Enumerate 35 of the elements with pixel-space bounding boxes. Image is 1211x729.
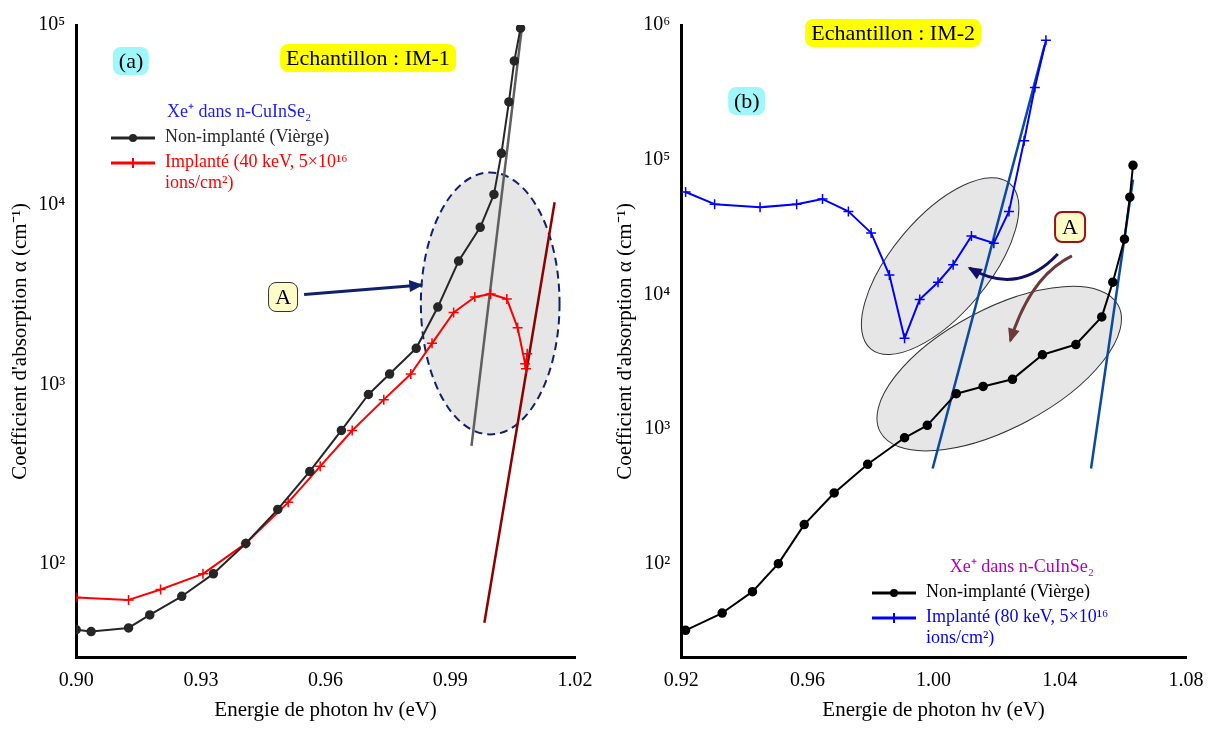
annotation: Echantillon : IM-2	[805, 18, 982, 47]
legend-label: Non-implanté (Vièrge)	[165, 125, 330, 147]
y-tick-label: 10³	[644, 416, 671, 439]
legend-label: Implanté (40 keV, 5×10¹⁶ ions/cm²)	[165, 150, 349, 193]
y-tick-label: 10²	[39, 551, 66, 574]
y-tick-label: 10⁴	[38, 191, 66, 214]
annotation: (a)	[112, 47, 150, 76]
x-axis-title: Energie de photon hν (eV)	[822, 696, 1045, 721]
annotation: Echantillon : IM-1	[280, 43, 456, 72]
legend-title: Xe⁺ dans n-CuInSe₂	[166, 99, 313, 122]
x-tick-label: 1.00	[916, 668, 952, 691]
x-tick-label: 1.04	[1042, 668, 1078, 691]
y-tick-label: 10²	[644, 550, 671, 573]
y-tick-label: 10⁶	[643, 12, 671, 35]
y-tick-label: 10⁵	[38, 12, 66, 35]
legend-title: Xe⁺ dans n-CuInSe₂	[948, 555, 1096, 578]
legend-label: Implanté (80 keV, 5×10¹⁶ ions/cm²)	[925, 606, 1110, 649]
x-tick-label: 1.08	[1168, 668, 1204, 691]
x-tick-label: 1.02	[557, 668, 593, 691]
x-tick-label: 0.96	[308, 668, 344, 691]
annotation: (b)	[727, 86, 766, 115]
y-tick-label: 10⁵	[643, 146, 671, 169]
y-axis-title: Coefficient d'absorption α (cm⁻¹)	[612, 203, 637, 480]
y-tick-label: 10⁴	[643, 281, 671, 304]
y-axis-title: Coefficient d'absorption α (cm⁻¹)	[7, 203, 32, 480]
x-tick-label: 0.99	[432, 668, 468, 691]
x-tick-label: 0.96	[789, 668, 825, 691]
x-tick-label: 0.93	[183, 668, 219, 691]
x-tick-label: 0.90	[58, 668, 94, 691]
annotation: A	[1053, 211, 1086, 244]
x-axis-title: Energie de photon hν (eV)	[214, 696, 437, 721]
legend-label: Non-implanté (Vièrge)	[925, 581, 1090, 603]
y-tick-label: 10³	[39, 371, 66, 394]
x-tick-label: 0.92	[663, 668, 699, 691]
annotation: A	[268, 282, 299, 313]
